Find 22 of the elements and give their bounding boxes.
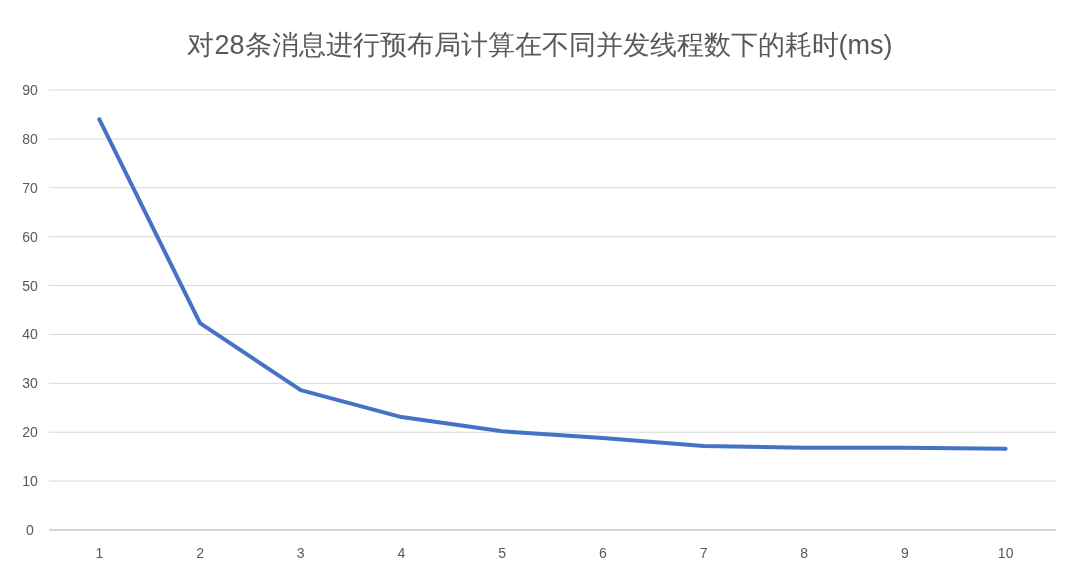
- x-tick-label: 4: [397, 545, 406, 561]
- y-tick-label: 60: [22, 228, 38, 245]
- chart-title: 对28条消息进行预布局计算在不同并发线程数下的耗时(ms): [187, 30, 893, 60]
- y-tick-label: 90: [22, 82, 38, 98]
- line-series: [97, 117, 1008, 451]
- y-tick-label: 0: [26, 522, 35, 538]
- x-tick-label: 5: [498, 545, 507, 561]
- y-tick-label: 10: [22, 473, 38, 490]
- x-tick-label: 7: [699, 545, 708, 561]
- y-tick-label: 40: [22, 326, 38, 343]
- y-tick-label: 50: [22, 277, 38, 294]
- x-tick-label: 6: [598, 545, 607, 561]
- x-tick-label: 8: [800, 545, 809, 561]
- y-tick-label: 70: [22, 179, 38, 196]
- x-tick-label: 2: [196, 545, 205, 561]
- x-tick-label: 1: [95, 545, 104, 561]
- x-tick-label: 10: [997, 545, 1014, 561]
- y-tick-label: 20: [22, 424, 38, 441]
- y-tick-label: 30: [22, 375, 38, 392]
- x-tick-label: 3: [296, 545, 305, 561]
- x-tick-label: 9: [901, 545, 910, 561]
- y-tick-label: 80: [22, 130, 38, 147]
